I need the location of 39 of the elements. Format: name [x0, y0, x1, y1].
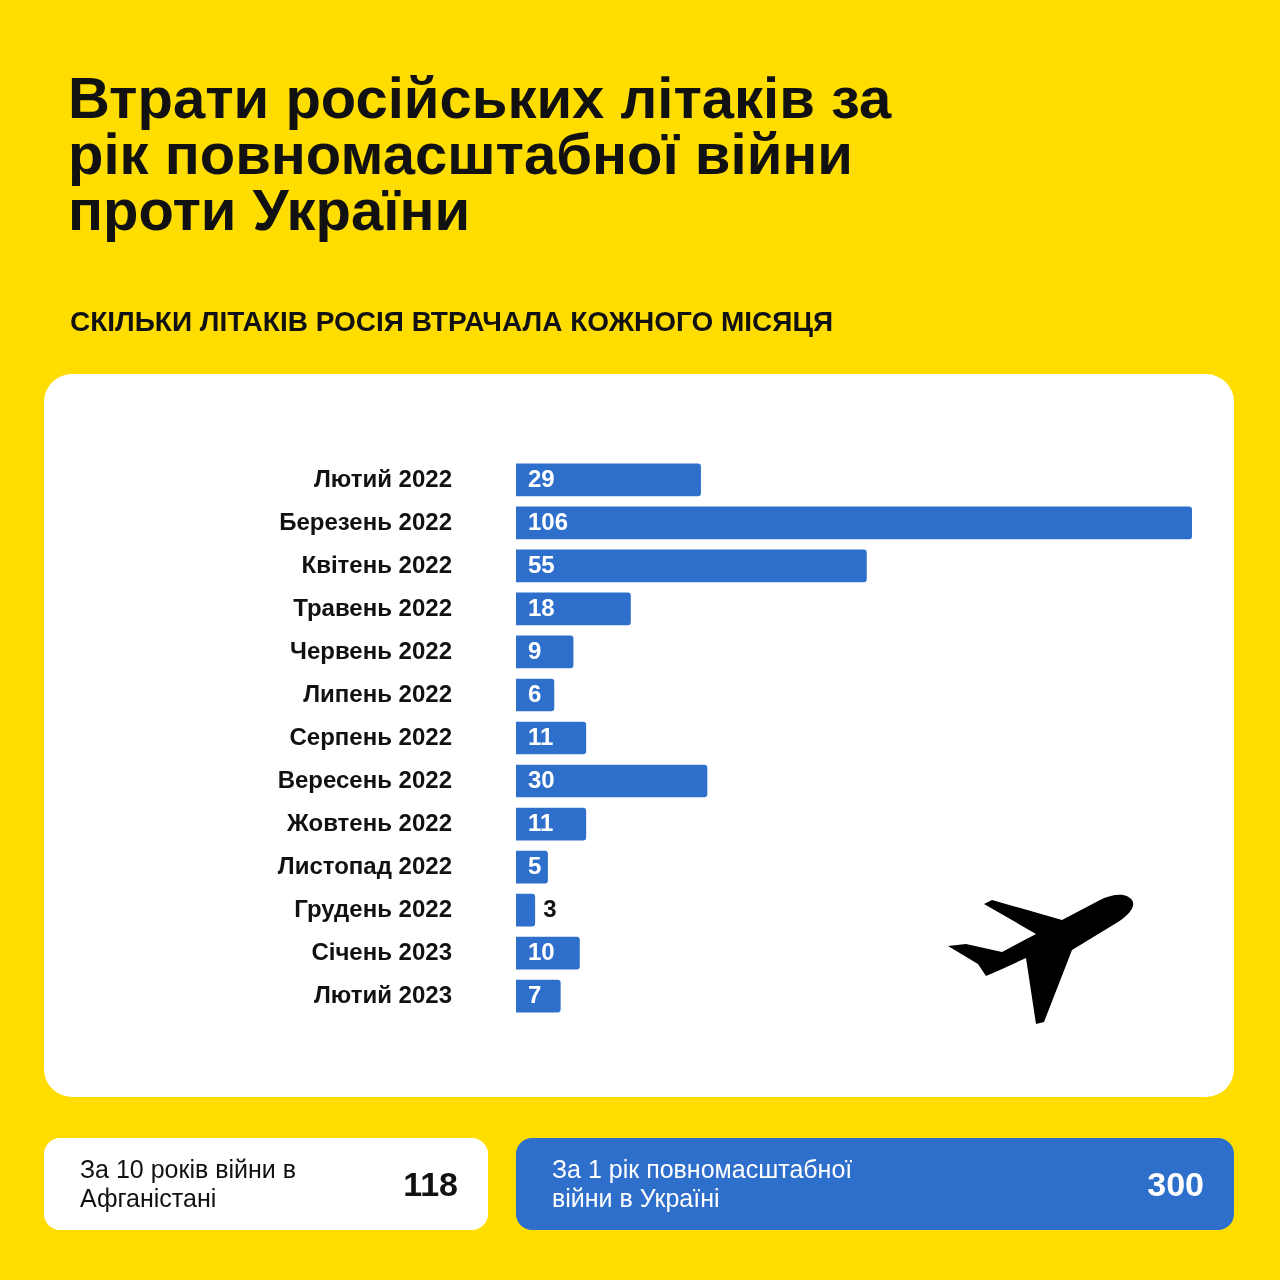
text: За 1 рік повномасштабної війни в Україні [552, 1155, 854, 1213]
y-tick-label: Квітень 2022 [301, 550, 452, 578]
y-tick-label: Січень 2023 [311, 937, 452, 965]
y-tick-label: Травень 2022 [293, 593, 452, 621]
data-label: 11 [528, 722, 554, 750]
y-tick-label: Грудень 2022 [294, 894, 452, 922]
y-tick-label: Червень 2022 [290, 636, 452, 664]
text: За 10 років війни в Афганістані [80, 1155, 298, 1213]
bar [516, 506, 1192, 540]
data-label: 9 [528, 636, 542, 664]
y-tick-label: Вересень 2022 [277, 765, 452, 793]
text: 118 [403, 1164, 458, 1204]
bar [516, 549, 867, 583]
bar [516, 979, 561, 1013]
bar [516, 592, 631, 626]
y-tick-label: Березень 2022 [279, 507, 452, 535]
y-tick-label: Лютий 2023 [313, 980, 452, 1008]
data-label: 3 [543, 894, 557, 922]
bar [516, 764, 708, 798]
data-label: 55 [528, 550, 555, 578]
y-tick-label: Лютий 2022 [313, 464, 452, 492]
chart-title: Втрати російських літаків за рік повномасштабної війни проти України [68, 65, 893, 242]
y-tick-label: Жовтень 2022 [286, 808, 452, 836]
data-label: 6 [528, 679, 542, 707]
data-label: 106 [528, 507, 569, 535]
data-label: 7 [528, 980, 542, 1008]
data-label: 30 [528, 765, 555, 793]
data-label: 11 [528, 808, 554, 836]
y-tick-label: Листопад 2022 [277, 851, 452, 879]
y-tick-label: Серпень 2022 [289, 722, 452, 750]
y-tick-label: Липень 2022 [303, 679, 452, 707]
text: 300 [1147, 1164, 1204, 1204]
data-label: 29 [528, 464, 555, 492]
data-label: 10 [528, 937, 555, 965]
bar [516, 893, 536, 927]
chart-subtitle: СКІЛЬКИ ЛІТАКІВ РОСІЯ ВТРАЧАЛА КОЖНОГО МІСЯЦЯ [70, 306, 834, 338]
bar [516, 463, 701, 497]
data-label: 5 [528, 851, 542, 879]
data-label: 18 [528, 593, 555, 621]
